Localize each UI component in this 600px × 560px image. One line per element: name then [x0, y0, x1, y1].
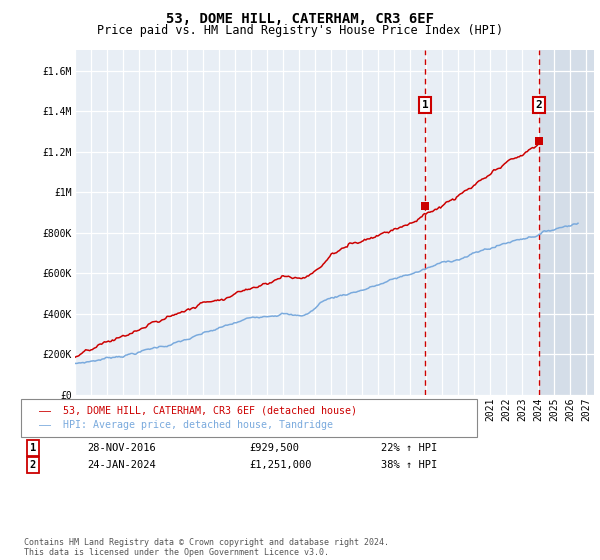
- Text: £1,251,000: £1,251,000: [249, 460, 311, 470]
- Text: ——  53, DOME HILL, CATERHAM, CR3 6EF (detached house): —— 53, DOME HILL, CATERHAM, CR3 6EF (det…: [39, 405, 357, 416]
- Text: 24-JAN-2024: 24-JAN-2024: [87, 460, 156, 470]
- Bar: [539, 50, 594, 395]
- Text: ——  HPI: Average price, detached house, Tandridge: —— HPI: Average price, detached house, T…: [39, 420, 333, 430]
- Text: 22% ↑ HPI: 22% ↑ HPI: [381, 443, 437, 453]
- Text: 38% ↑ HPI: 38% ↑ HPI: [381, 460, 437, 470]
- Text: 1: 1: [422, 100, 428, 110]
- Text: Contains HM Land Registry data © Crown copyright and database right 2024.
This d: Contains HM Land Registry data © Crown c…: [24, 538, 389, 557]
- Text: 53, DOME HILL, CATERHAM, CR3 6EF: 53, DOME HILL, CATERHAM, CR3 6EF: [166, 12, 434, 26]
- Text: 2: 2: [536, 100, 542, 110]
- Text: 2: 2: [30, 460, 36, 470]
- Text: £929,500: £929,500: [249, 443, 299, 453]
- Text: 28-NOV-2016: 28-NOV-2016: [87, 443, 156, 453]
- Text: 1: 1: [30, 443, 36, 453]
- Text: Price paid vs. HM Land Registry's House Price Index (HPI): Price paid vs. HM Land Registry's House …: [97, 24, 503, 36]
